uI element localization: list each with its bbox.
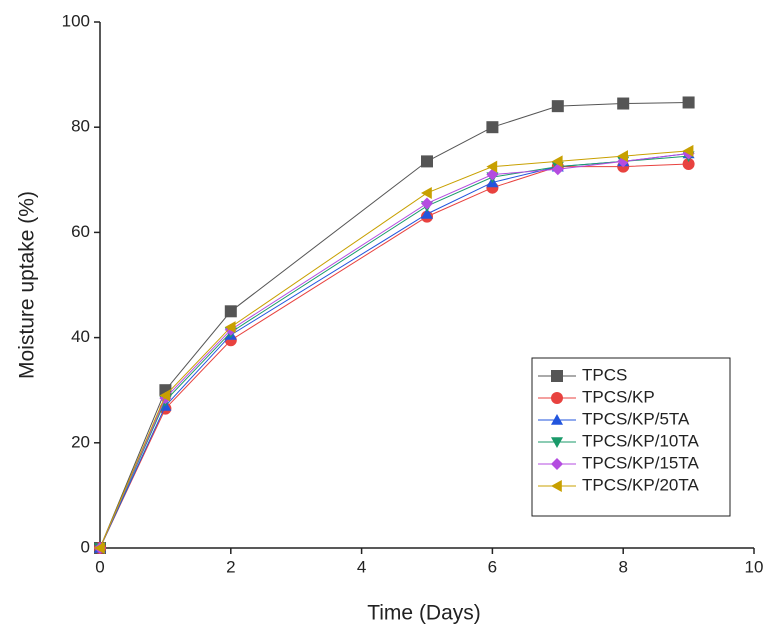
x-tick-label: 8 bbox=[618, 557, 627, 576]
series-line bbox=[99, 101, 689, 549]
data-point bbox=[617, 97, 630, 110]
data-point bbox=[94, 542, 105, 554]
data-point bbox=[551, 100, 564, 113]
data-point bbox=[617, 150, 628, 163]
x-tick-label: 4 bbox=[357, 557, 366, 576]
data-point bbox=[421, 155, 433, 168]
legend-box bbox=[531, 357, 731, 517]
legend-label: TPCS bbox=[582, 365, 627, 384]
x-tick-label: 10 bbox=[745, 557, 764, 576]
legend-marker bbox=[551, 458, 563, 470]
y-tick-label: 100 bbox=[62, 11, 90, 30]
legend-marker bbox=[551, 414, 563, 425]
data-point bbox=[224, 305, 237, 318]
data-point bbox=[159, 389, 171, 402]
data-point bbox=[682, 158, 695, 171]
data-point bbox=[682, 144, 694, 157]
legend-marker bbox=[551, 480, 562, 492]
legend-label: TPCS/KP/20TA bbox=[582, 475, 699, 494]
x-axis-label: Time (Days) bbox=[367, 602, 481, 625]
data-point bbox=[486, 121, 499, 134]
data-point bbox=[421, 207, 433, 219]
legend-label: TPCS/KP/10TA bbox=[582, 431, 699, 450]
data-point bbox=[421, 186, 432, 199]
series-line bbox=[99, 153, 689, 549]
y-axis-label: Moisture uptake (%) bbox=[16, 191, 39, 379]
series-line bbox=[99, 150, 689, 549]
legend-label: TPCS/KP bbox=[582, 387, 655, 406]
legend-label: TPCS/KP/15TA bbox=[582, 453, 699, 472]
data-point bbox=[224, 321, 236, 334]
data-point bbox=[682, 96, 695, 109]
x-tick-label: 6 bbox=[488, 557, 497, 576]
legend-marker bbox=[551, 392, 563, 404]
x-tick-label: 0 bbox=[95, 557, 104, 576]
y-tick-label: 0 bbox=[81, 537, 90, 556]
y-tick-label: 40 bbox=[71, 327, 90, 346]
legend-marker bbox=[551, 437, 563, 448]
series-line bbox=[99, 163, 689, 549]
x-tick-label: 2 bbox=[226, 557, 235, 576]
legend-marker bbox=[551, 370, 563, 382]
y-tick-label: 20 bbox=[71, 432, 90, 451]
data-point bbox=[486, 160, 498, 173]
y-tick-label: 80 bbox=[71, 117, 90, 136]
legend-label: TPCS/KP/5TA bbox=[582, 409, 690, 428]
data-point bbox=[551, 155, 563, 168]
data-point bbox=[421, 197, 433, 210]
y-tick-label: 60 bbox=[71, 222, 90, 241]
